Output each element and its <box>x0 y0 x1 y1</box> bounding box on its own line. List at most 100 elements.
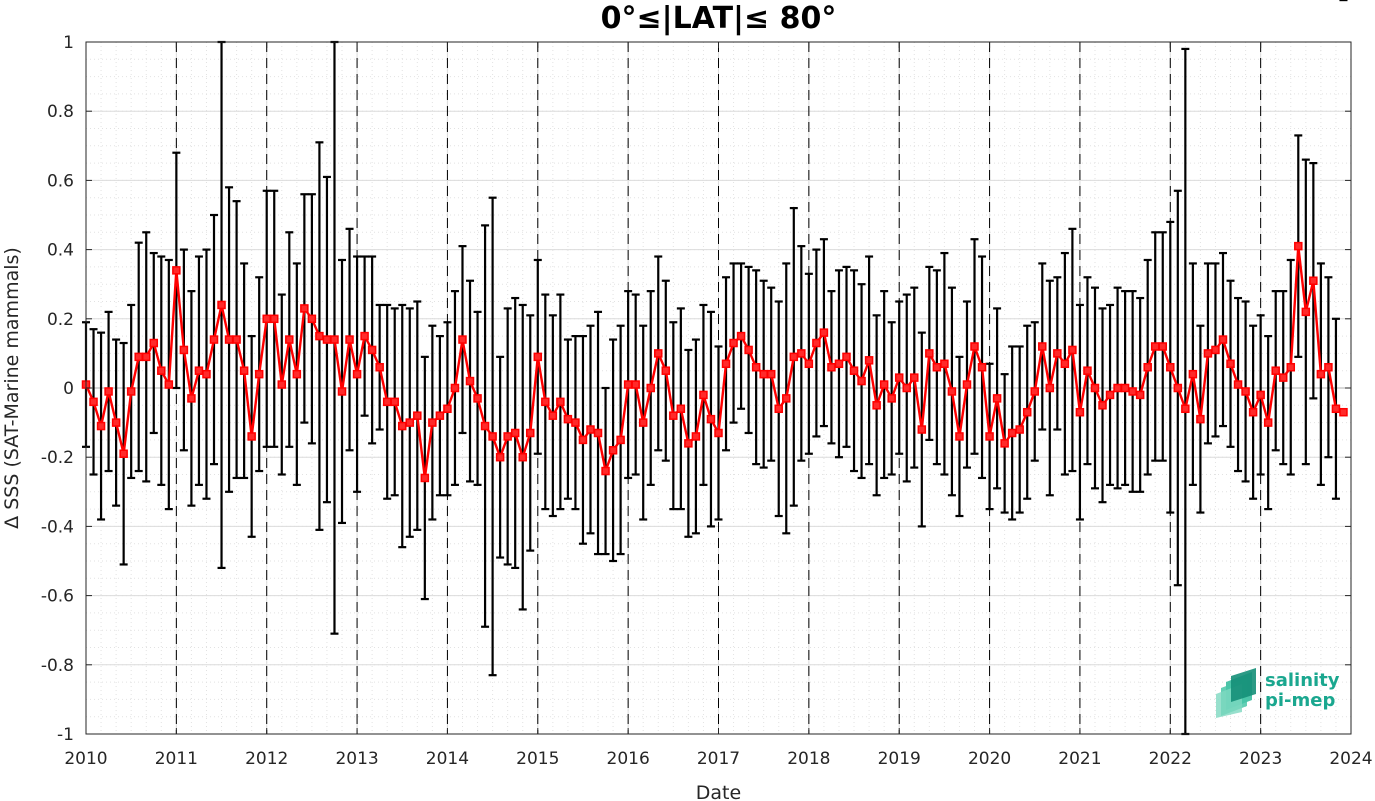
data-point <box>202 369 211 379</box>
data-point <box>1324 362 1333 372</box>
data-point <box>360 331 369 341</box>
data-point <box>571 418 580 427</box>
data-point <box>488 432 497 441</box>
y-tick-label: -1 <box>57 725 74 745</box>
data-point <box>593 428 603 438</box>
data-point <box>503 432 512 441</box>
logo-line2: pi-mep <box>1265 690 1335 711</box>
data-point <box>390 397 399 407</box>
data-point <box>164 380 174 389</box>
data-point <box>910 373 919 382</box>
data-point <box>337 387 347 396</box>
data-point <box>119 449 128 458</box>
data-point <box>1128 387 1137 396</box>
salinity-pi-mep-logo: salinity pi-mep <box>1216 668 1340 718</box>
chart-title: 0°≤|LAT|≤ 80° <box>601 1 837 36</box>
data-point <box>842 352 851 362</box>
data-point <box>330 335 339 344</box>
data-point <box>428 418 437 427</box>
x-tick-label: 2020 <box>968 749 1011 769</box>
data-point <box>1038 342 1047 351</box>
x-tick-label: 2017 <box>697 749 740 769</box>
data-point <box>977 362 987 372</box>
data-point <box>894 373 904 382</box>
data-point <box>239 366 249 375</box>
data-point <box>789 352 799 362</box>
data-point <box>691 432 701 441</box>
data-point <box>269 314 279 324</box>
data-point <box>849 366 859 375</box>
data-point <box>149 338 159 348</box>
data-point <box>887 394 896 403</box>
data-point <box>1158 342 1168 351</box>
data-point <box>744 345 753 355</box>
data-point <box>541 397 550 407</box>
data-point <box>608 446 618 455</box>
data-point <box>819 328 829 337</box>
data-point <box>1173 383 1183 393</box>
data-point <box>405 418 415 427</box>
data-point <box>684 439 693 448</box>
data-point <box>1271 366 1280 375</box>
data-point <box>623 380 633 389</box>
x-tick-label: 2019 <box>878 749 921 769</box>
data-point <box>1188 369 1198 379</box>
data-point <box>518 452 527 462</box>
data-point <box>1135 390 1145 400</box>
series <box>81 241 1348 483</box>
x-tick-label: 2022 <box>1149 749 1192 769</box>
x-tick-label: 2018 <box>787 749 830 769</box>
data-point <box>413 411 422 420</box>
data-point <box>1150 342 1160 351</box>
data-point <box>548 411 558 420</box>
x-tick-label: 2015 <box>516 749 559 769</box>
data-point <box>706 414 716 424</box>
data-point <box>285 335 294 344</box>
data-point <box>676 404 686 414</box>
y-tick-label: 0.8 <box>47 102 74 122</box>
data-point <box>1248 407 1258 417</box>
data-point <box>300 304 309 313</box>
data-point <box>631 380 640 389</box>
data-point <box>1286 362 1296 372</box>
data-point <box>827 362 836 372</box>
x-tick-label: 2010 <box>64 749 107 769</box>
x-tick-label: 2023 <box>1239 749 1282 769</box>
data-point <box>932 362 942 372</box>
data-point <box>646 383 655 393</box>
data-point <box>172 266 181 275</box>
data-point <box>322 335 332 344</box>
y-tick-label: -0.8 <box>41 656 74 676</box>
data-point <box>1060 359 1070 369</box>
data-point <box>857 376 866 386</box>
data-point <box>1022 407 1032 417</box>
data-point <box>247 432 256 441</box>
data-point <box>345 335 354 344</box>
data-point <box>96 421 106 431</box>
data-point <box>751 362 761 372</box>
data-point <box>224 335 234 344</box>
x-axis-label: Date <box>696 782 741 801</box>
data-point <box>1339 407 1348 417</box>
data-point <box>420 473 430 483</box>
data-point <box>797 349 806 358</box>
data-point <box>1294 241 1303 251</box>
axes: -1 -0.8 -0.6 -0.4 -0.2 0 0.2 0.4 0.6 0.8 1 2010 2011… <box>41 33 1373 769</box>
data-point <box>315 331 324 341</box>
data-point <box>812 338 821 348</box>
data-point <box>947 387 957 396</box>
data-point <box>759 369 768 379</box>
data-point <box>714 428 723 438</box>
data-point <box>157 366 166 375</box>
y-tick-label: 0.4 <box>47 241 74 261</box>
data-point <box>1105 390 1115 400</box>
x-tick-label: 2016 <box>607 749 650 769</box>
data-point <box>556 397 565 407</box>
y-tick-label: 0 <box>63 379 74 399</box>
data-point <box>443 404 452 414</box>
data-point <box>917 425 927 434</box>
data-point <box>1045 383 1055 393</box>
data-point <box>1053 349 1062 358</box>
data-point <box>473 394 482 403</box>
x-tick-label: 2012 <box>245 749 288 769</box>
